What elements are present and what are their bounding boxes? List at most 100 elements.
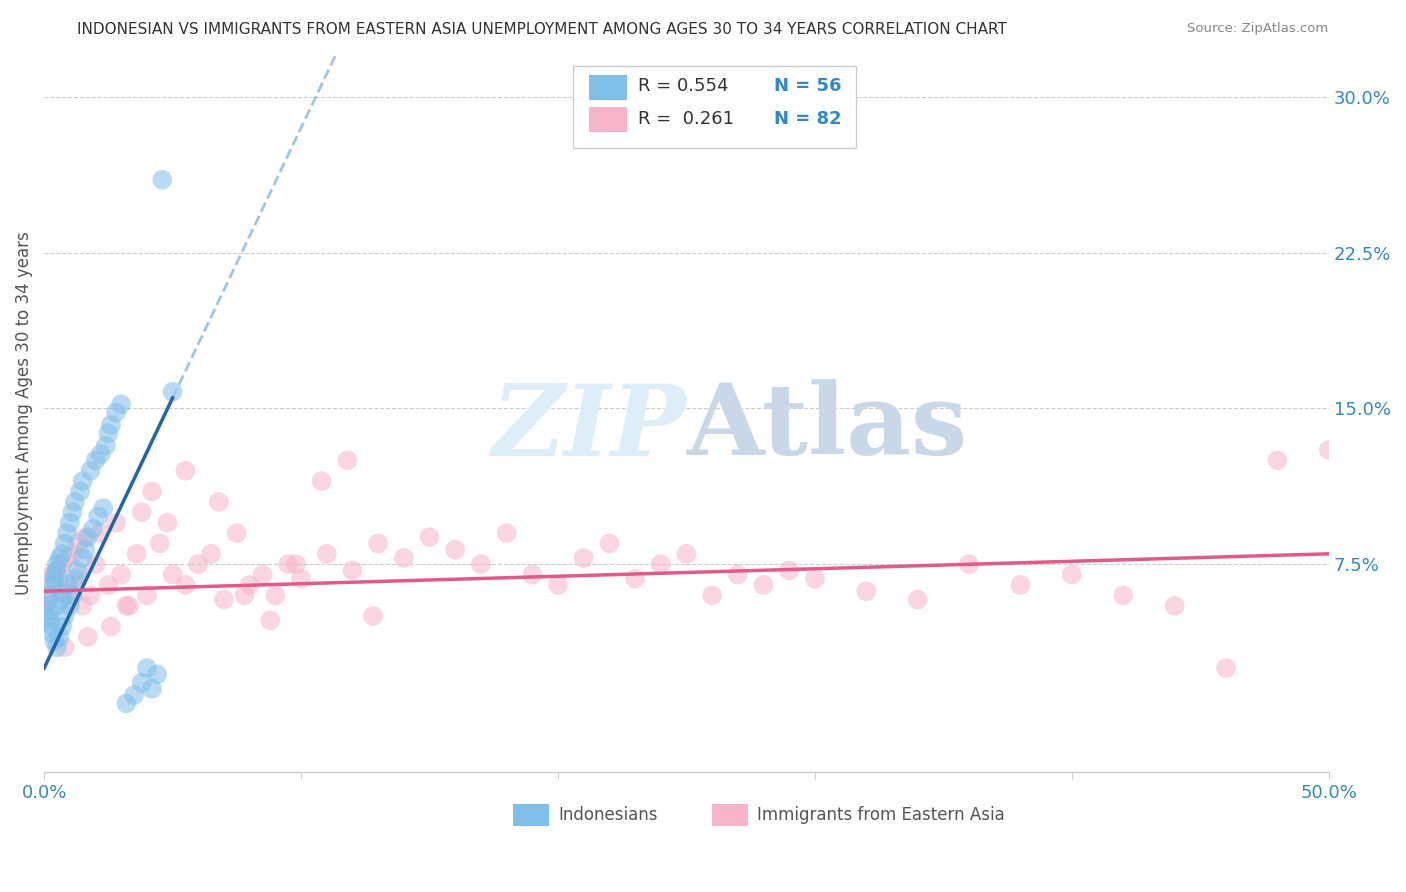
Point <box>1163 599 1185 613</box>
Point <box>110 397 132 411</box>
Text: Immigrants from Eastern Asia: Immigrants from Eastern Asia <box>756 806 1005 824</box>
Point <box>69 567 91 582</box>
Point <box>150 173 173 187</box>
Point <box>51 592 73 607</box>
Point <box>79 588 101 602</box>
Point <box>141 681 163 696</box>
Point <box>44 572 66 586</box>
Point <box>225 526 247 541</box>
Point <box>110 567 132 582</box>
Point <box>115 599 138 613</box>
Point <box>1060 567 1083 582</box>
Point <box>752 578 775 592</box>
Point <box>41 625 63 640</box>
Point <box>76 530 98 544</box>
Point <box>90 447 112 461</box>
Point <box>38 613 60 627</box>
Point <box>156 516 179 530</box>
Point <box>97 426 120 441</box>
Point <box>727 567 749 582</box>
Point <box>87 509 110 524</box>
Y-axis label: Unemployment Among Ages 30 to 34 years: Unemployment Among Ages 30 to 34 years <box>15 232 32 596</box>
Point <box>38 605 60 619</box>
Point <box>105 405 128 419</box>
Point <box>35 588 58 602</box>
Point <box>79 464 101 478</box>
Text: ZIP: ZIP <box>492 380 686 476</box>
Point <box>208 495 231 509</box>
Point <box>91 501 114 516</box>
Point <box>53 584 76 599</box>
Text: R =  0.261: R = 0.261 <box>637 110 734 128</box>
Point <box>162 384 184 399</box>
Point <box>48 584 70 599</box>
Point <box>135 661 157 675</box>
Point <box>624 572 647 586</box>
Point <box>44 578 66 592</box>
Point <box>598 536 620 550</box>
Point <box>315 547 337 561</box>
Point <box>60 588 83 602</box>
Point <box>53 609 76 624</box>
Point <box>75 530 97 544</box>
Text: INDONESIAN VS IMMIGRANTS FROM EASTERN ASIA UNEMPLOYMENT AMONG AGES 30 TO 34 YEAR: INDONESIAN VS IMMIGRANTS FROM EASTERN AS… <box>77 22 1007 37</box>
Point <box>82 522 104 536</box>
Point <box>311 474 333 488</box>
Point <box>290 572 312 586</box>
Point <box>264 588 287 602</box>
Point <box>105 516 128 530</box>
Point <box>131 505 153 519</box>
Point <box>1215 661 1237 675</box>
Point <box>63 578 86 592</box>
Point <box>572 551 595 566</box>
Point <box>277 558 299 572</box>
Text: Source: ZipAtlas.com: Source: ZipAtlas.com <box>1188 22 1329 36</box>
Text: Indonesians: Indonesians <box>558 806 658 824</box>
Point <box>46 640 69 655</box>
Point <box>48 572 70 586</box>
Point <box>72 599 94 613</box>
Point <box>84 558 107 572</box>
Point <box>284 558 307 572</box>
Point <box>855 584 877 599</box>
Point <box>48 630 70 644</box>
Point <box>53 640 76 655</box>
Point <box>76 630 98 644</box>
Point <box>97 578 120 592</box>
Point <box>41 578 63 592</box>
Point <box>48 551 70 566</box>
Point <box>547 578 569 592</box>
Point <box>1112 588 1135 602</box>
Point <box>60 547 83 561</box>
Point <box>125 547 148 561</box>
Point <box>907 592 929 607</box>
Point <box>187 558 209 572</box>
Point <box>174 578 197 592</box>
Point <box>56 526 79 541</box>
Point <box>778 563 800 577</box>
Bar <box>589 107 627 132</box>
Point <box>444 542 467 557</box>
FancyBboxPatch shape <box>574 66 856 148</box>
Point <box>233 588 256 602</box>
Point <box>146 667 169 681</box>
Point <box>46 563 69 577</box>
Point <box>392 551 415 566</box>
Bar <box>711 805 748 826</box>
Bar <box>513 805 548 826</box>
Point <box>44 634 66 648</box>
Point <box>522 567 544 582</box>
Point <box>56 551 79 566</box>
Point <box>174 464 197 478</box>
Point <box>72 551 94 566</box>
Point <box>135 588 157 602</box>
Point <box>56 578 79 592</box>
Point <box>100 619 122 633</box>
Point <box>90 526 112 541</box>
Point <box>495 526 517 541</box>
Point <box>66 536 89 550</box>
Point <box>51 558 73 572</box>
Point <box>66 563 89 577</box>
Point <box>41 567 63 582</box>
Point <box>46 558 69 572</box>
